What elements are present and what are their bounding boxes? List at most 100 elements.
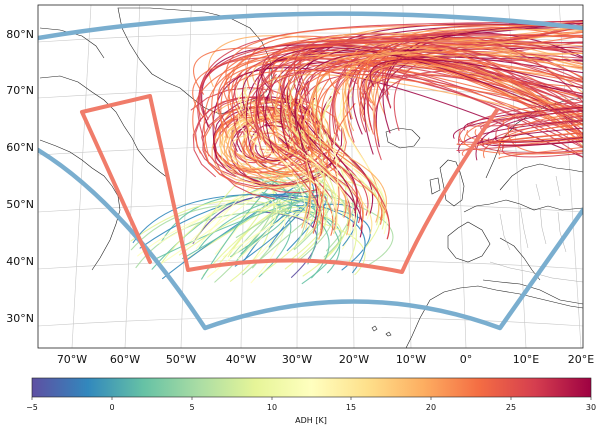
cb-tick-label-10: 10 xyxy=(267,403,277,412)
trajectory-line xyxy=(466,119,583,127)
trajectory-line xyxy=(132,193,317,244)
lon-label-30w: 30°W xyxy=(282,353,312,366)
cb-tick-label-15: 15 xyxy=(346,403,356,412)
trajectory-line xyxy=(393,53,583,131)
cb-tick-label-minus5: −5 xyxy=(26,403,38,412)
lon-label-60w: 60°W xyxy=(110,353,140,366)
trajectory-line xyxy=(251,192,292,278)
trajectory-line xyxy=(330,92,354,217)
trajectory-line xyxy=(262,204,330,274)
graticule-parallel xyxy=(38,88,583,99)
trajectory-line xyxy=(342,52,583,132)
lon-label-70w: 70°W xyxy=(57,353,87,366)
trajectory-line xyxy=(201,44,583,128)
lon-label-20e: 20°E xyxy=(568,353,594,366)
atlantic-islands xyxy=(371,325,392,337)
trajectory-line xyxy=(295,92,338,235)
trajectory-line xyxy=(214,196,280,283)
trajectory-line xyxy=(365,63,583,123)
trajectory-line xyxy=(269,76,386,220)
trajectory-line xyxy=(137,179,323,257)
lat-label-70n: 70°N xyxy=(6,84,34,97)
lon-label-40w: 40°W xyxy=(226,353,256,366)
trajectory-line xyxy=(234,183,314,267)
trajectory-line xyxy=(254,94,322,240)
trajectory-line xyxy=(303,100,350,236)
map-panel xyxy=(37,4,584,349)
trajectory-line xyxy=(492,120,583,144)
graticule-meridian xyxy=(124,5,141,348)
border-lines xyxy=(489,175,583,283)
map-frame xyxy=(37,4,584,349)
trajectory-line xyxy=(130,199,298,242)
lat-label-80n: 80°N xyxy=(6,28,34,41)
cb-tick-label-20: 20 xyxy=(426,403,436,412)
graticule-parallel xyxy=(38,316,583,327)
trajectory-line xyxy=(282,195,317,240)
trajectory-line xyxy=(195,164,264,240)
inner-domain-boundary xyxy=(80,94,499,274)
trajectory-line xyxy=(296,95,387,214)
lon-label-0: 0° xyxy=(460,353,473,366)
lon-label-10w: 10°W xyxy=(396,353,426,366)
trajectory-line xyxy=(495,104,583,140)
trajectory-line xyxy=(286,72,356,228)
cb-tick-label-0: 0 xyxy=(109,403,114,412)
lat-label-50n: 50°N xyxy=(6,198,34,211)
trajectory-line xyxy=(456,136,583,146)
trajectory-line xyxy=(260,191,330,279)
outer-domain-boundary xyxy=(38,11,583,331)
domain-boundaries xyxy=(38,11,583,331)
longitude-tick-labels: 70°W 60°W 50°W 40°W 30°W 20°W 10°W 0° 10… xyxy=(57,353,594,366)
latitude-tick-labels: 80°N 70°N 60°N 50°N 40°N 30°N xyxy=(6,28,34,325)
trajectory-line xyxy=(480,110,583,130)
trajectory-line xyxy=(253,92,334,236)
trajectory-line xyxy=(225,24,583,90)
trajectories xyxy=(130,19,583,285)
trajectory-line xyxy=(257,194,366,274)
trajectory-line xyxy=(311,29,583,122)
lat-label-30n: 30°N xyxy=(6,312,34,325)
trajectory-line xyxy=(178,197,310,256)
cb-tick-label-5: 5 xyxy=(189,403,194,412)
trajectory-line xyxy=(373,70,583,161)
trajectory-line xyxy=(203,105,304,190)
trajectory-line xyxy=(366,44,583,136)
cb-tick-label-25: 25 xyxy=(506,403,516,412)
trajectory-line xyxy=(255,47,583,126)
trajectory-line xyxy=(240,89,373,235)
trajectory-line xyxy=(501,146,583,158)
trajectory-line xyxy=(498,131,583,142)
trajectory-line xyxy=(289,35,583,153)
trajectory-line xyxy=(217,56,583,139)
trajectory-line xyxy=(293,36,583,89)
trajectory-line xyxy=(244,209,301,261)
lat-label-40n: 40°N xyxy=(6,255,34,268)
trajectory-line xyxy=(498,146,583,159)
cb-tick-label-30: 30 xyxy=(586,403,596,412)
europe-coastline xyxy=(447,199,583,305)
lon-label-50w: 50°W xyxy=(166,353,196,366)
trajectory-line xyxy=(369,58,583,90)
trajectory-line xyxy=(203,35,583,157)
trajectory-line xyxy=(458,120,583,153)
graticule-meridian xyxy=(71,5,92,348)
colorbar-label: ADH [K] xyxy=(295,416,327,425)
axis-labels: 70°W 60°W 50°W 40°W 30°W 20°W 10°W 0° 10… xyxy=(6,28,594,366)
graticule-meridian xyxy=(180,5,192,348)
iceland-coastline xyxy=(385,127,421,149)
trajectory-line xyxy=(197,40,583,139)
lat-label-60n: 60°N xyxy=(6,141,34,154)
lon-label-20w: 20°W xyxy=(339,353,369,366)
trajectory-line xyxy=(242,212,317,276)
trajectory-line xyxy=(357,45,583,143)
trajectory-line xyxy=(255,58,583,149)
trajectory-line xyxy=(458,101,583,146)
trajectory-line xyxy=(227,70,583,120)
colorbar-ticks xyxy=(31,397,592,400)
trajectory-line xyxy=(323,85,357,240)
trajectory-line xyxy=(498,112,583,156)
country-borders xyxy=(489,175,583,283)
trajectory-line xyxy=(459,130,583,155)
